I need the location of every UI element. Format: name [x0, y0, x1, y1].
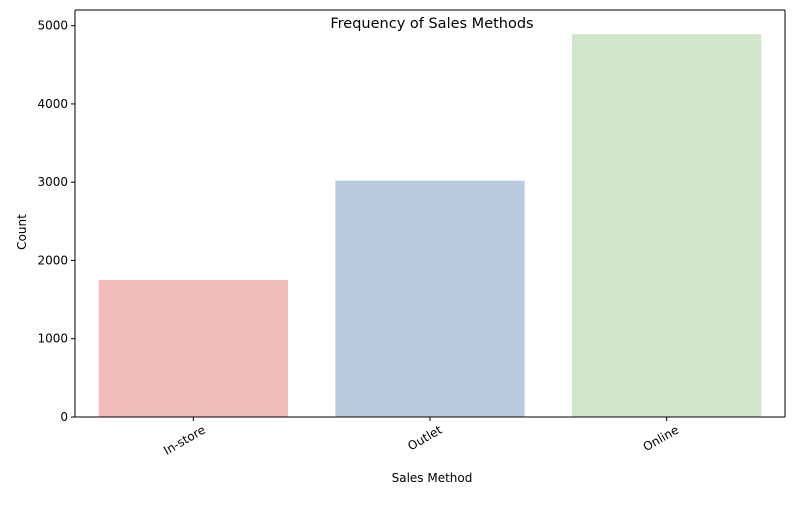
x-tick-label: In-store [161, 423, 208, 458]
x-tick-label: Outlet [405, 423, 444, 454]
chart-title: Frequency of Sales Methods [330, 16, 533, 32]
x-tick-label: Online [641, 423, 682, 454]
bar-in-store [98, 280, 289, 417]
y-axis-label: Count [15, 214, 29, 250]
bar-outlet [335, 180, 525, 417]
y-tick-label: 4000 [37, 97, 68, 111]
x-axis-label: Sales Method [392, 471, 473, 485]
bar-online [572, 34, 762, 418]
y-tick-label: 5000 [37, 19, 68, 33]
y-tick-label: 0 [60, 410, 68, 424]
y-tick-label: 3000 [37, 175, 68, 189]
y-tick-label: 2000 [37, 253, 68, 267]
y-tick-label: 1000 [37, 332, 68, 346]
plot-area: 0 1000 2000 3000 4000 5000 In-store Outlet Onlin… [37, 9, 786, 458]
